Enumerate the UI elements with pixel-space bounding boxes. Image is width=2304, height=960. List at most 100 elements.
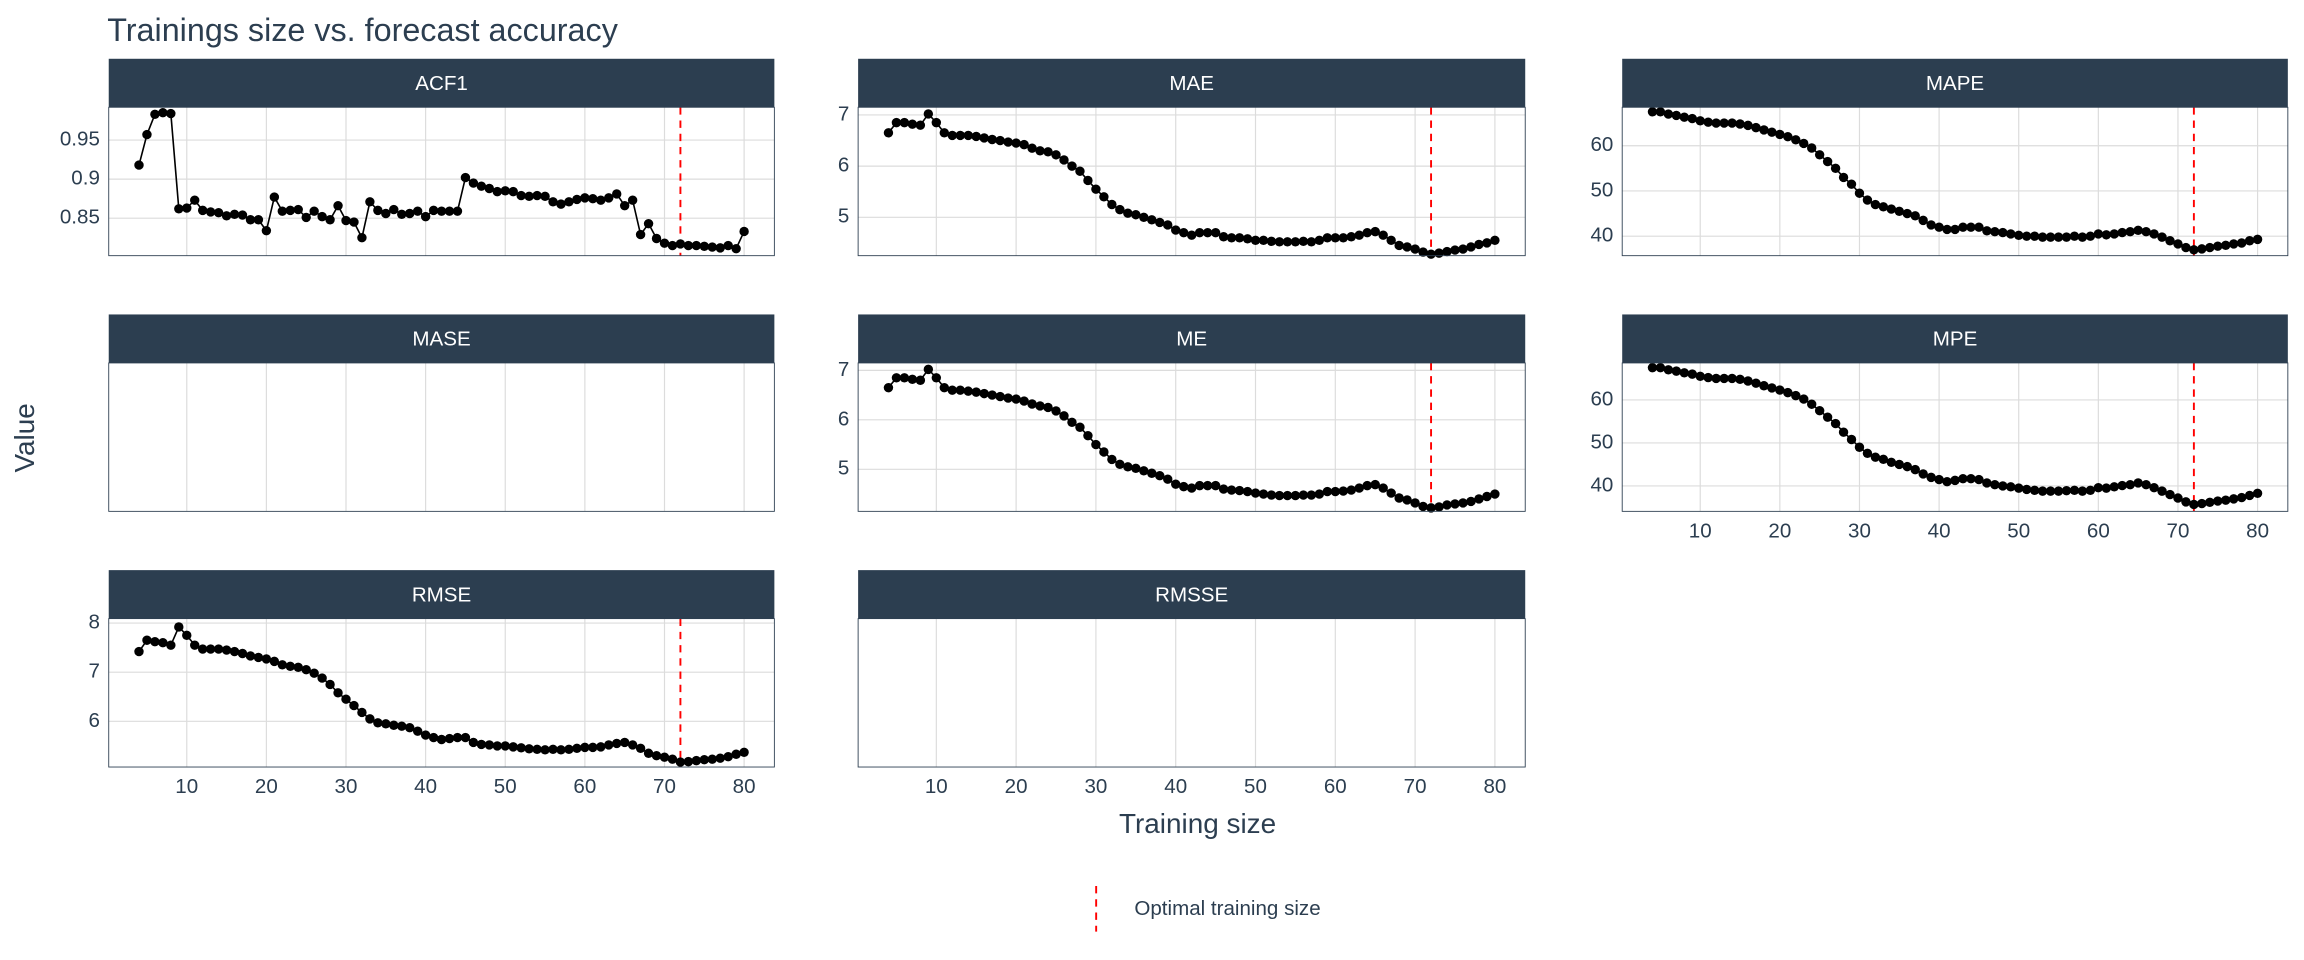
data-point xyxy=(484,183,495,194)
data-point xyxy=(667,754,678,764)
data-point xyxy=(564,197,574,207)
data-point xyxy=(2109,229,2119,239)
data-point xyxy=(1202,227,1213,238)
data-point xyxy=(979,133,989,143)
data-point xyxy=(1250,488,1261,498)
data-point xyxy=(2181,497,2191,507)
data-point xyxy=(1314,489,1325,499)
data-point xyxy=(1830,418,1841,429)
data-point xyxy=(540,745,550,755)
data-point xyxy=(277,660,288,670)
data-point xyxy=(715,243,725,253)
data-point xyxy=(635,743,646,754)
data-point xyxy=(1418,247,1428,257)
data-point xyxy=(1783,131,1793,142)
data-point xyxy=(500,741,510,751)
data-point xyxy=(2133,225,2143,236)
data-point xyxy=(1147,215,1157,225)
data-point xyxy=(2021,231,2032,241)
data-point xyxy=(2021,484,2032,495)
data-point xyxy=(1490,489,1500,499)
data-point xyxy=(1679,112,1690,122)
y-tick-label: 0.85 xyxy=(60,206,100,229)
data-point xyxy=(1163,474,1173,484)
data-point xyxy=(1306,237,1317,247)
data-point xyxy=(1075,422,1085,432)
data-point xyxy=(269,656,280,667)
data-point xyxy=(1751,378,1761,388)
data-point xyxy=(891,117,902,128)
data-point xyxy=(444,733,455,744)
data-point xyxy=(436,206,447,216)
data-point xyxy=(341,694,351,704)
x-tick-label: 30 xyxy=(335,775,358,798)
data-point xyxy=(899,117,910,128)
data-point xyxy=(2101,230,2112,240)
data-point xyxy=(1282,490,1293,501)
data-point xyxy=(253,215,264,225)
data-point xyxy=(301,212,311,223)
data-point xyxy=(1250,235,1261,246)
data-point xyxy=(1330,486,1341,497)
data-point xyxy=(2061,232,2072,242)
data-point xyxy=(987,390,997,400)
data-point xyxy=(1011,138,1021,148)
facet-title: RMSE xyxy=(412,583,471,606)
data-point xyxy=(2236,492,2247,503)
data-point xyxy=(1346,485,1356,495)
x-tick-label: 40 xyxy=(1928,519,1951,542)
data-point xyxy=(1242,486,1253,497)
data-point xyxy=(166,640,176,650)
data-point xyxy=(1035,146,1045,156)
data-point xyxy=(150,637,160,647)
data-point xyxy=(389,720,399,730)
panel-border xyxy=(108,362,775,512)
data-point xyxy=(723,752,733,762)
data-point xyxy=(1838,427,1849,437)
facet-title: MPE xyxy=(1933,328,1978,351)
x-axis-label: Training size xyxy=(1119,808,1276,839)
y-tick-label: 0.9 xyxy=(71,167,100,190)
data-point xyxy=(1878,202,1889,212)
data-point xyxy=(659,752,670,762)
data-point xyxy=(484,740,495,750)
data-point xyxy=(1902,208,1912,219)
data-point xyxy=(915,375,926,385)
data-point xyxy=(580,742,590,753)
data-point xyxy=(1370,226,1380,237)
x-tick-label: 70 xyxy=(1404,775,1427,798)
data-point xyxy=(2125,226,2135,237)
y-tick-label: 6 xyxy=(838,154,849,177)
data-point xyxy=(460,732,471,743)
data-point xyxy=(2244,236,2255,246)
data-point xyxy=(1966,473,1976,484)
data-point xyxy=(1663,365,1674,375)
data-point xyxy=(1838,172,1849,183)
legend-label: Optimal training size xyxy=(1134,897,1320,920)
x-tick-label: 30 xyxy=(1848,519,1871,542)
data-point xyxy=(1767,127,1777,137)
data-point xyxy=(532,744,542,755)
data-point xyxy=(1878,454,1889,465)
data-point xyxy=(1814,405,1825,416)
data-point xyxy=(1115,204,1125,215)
data-point xyxy=(309,206,319,216)
x-tick-label: 10 xyxy=(175,775,198,798)
data-point xyxy=(452,732,463,743)
data-point xyxy=(2133,478,2143,488)
data-point xyxy=(1434,248,1444,258)
data-point xyxy=(229,646,240,657)
data-point xyxy=(341,215,351,226)
data-point xyxy=(1386,235,1396,246)
data-point xyxy=(2093,229,2104,239)
data-point xyxy=(460,172,471,183)
data-point xyxy=(365,714,375,724)
data-point xyxy=(2029,231,2040,241)
data-point xyxy=(2149,229,2159,239)
data-point xyxy=(963,386,973,396)
data-point xyxy=(2029,485,2040,495)
data-point xyxy=(389,204,399,215)
data-point xyxy=(2189,245,2199,255)
data-point xyxy=(1695,116,1705,126)
data-point xyxy=(1450,245,1460,255)
